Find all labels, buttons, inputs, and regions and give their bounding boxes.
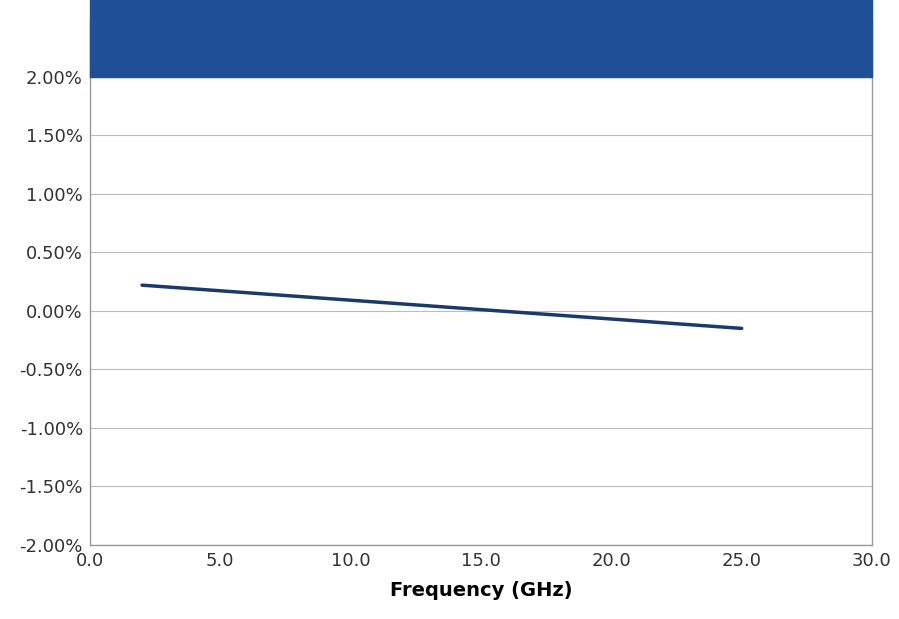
X-axis label: Frequency (GHz): Frequency (GHz): [389, 581, 573, 600]
